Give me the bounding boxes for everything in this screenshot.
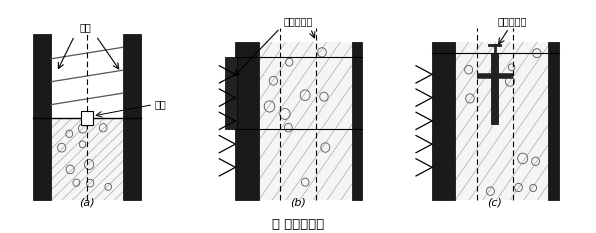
Text: 外贴止水带: 外贴止水带 <box>283 16 313 26</box>
Bar <box>432 41 455 200</box>
Text: (b): (b) <box>290 198 306 208</box>
Bar <box>51 200 123 210</box>
Bar <box>352 41 362 200</box>
Text: 图 施工缝构造: 图 施工缝构造 <box>272 218 324 231</box>
Bar <box>259 200 352 210</box>
Bar <box>455 41 548 200</box>
Bar <box>12 19 51 210</box>
Bar <box>405 19 455 210</box>
Bar <box>259 41 352 200</box>
Bar <box>235 41 259 200</box>
Text: 钢筋: 钢筋 <box>79 22 91 32</box>
Bar <box>123 19 191 210</box>
Text: 中埋止水带: 中埋止水带 <box>498 16 527 26</box>
Bar <box>33 34 51 200</box>
Bar <box>123 34 141 200</box>
Text: 留槽: 留槽 <box>155 100 167 110</box>
Text: (a): (a) <box>79 198 95 208</box>
Bar <box>548 41 559 200</box>
Bar <box>259 19 352 41</box>
Bar <box>209 19 259 210</box>
Bar <box>455 200 548 210</box>
Bar <box>352 19 387 210</box>
Bar <box>51 118 123 200</box>
Bar <box>81 111 94 125</box>
Bar <box>455 19 548 41</box>
Bar <box>51 19 123 118</box>
Bar <box>225 57 237 130</box>
Bar <box>548 19 584 210</box>
Bar <box>491 53 498 124</box>
Text: (c): (c) <box>488 198 502 208</box>
